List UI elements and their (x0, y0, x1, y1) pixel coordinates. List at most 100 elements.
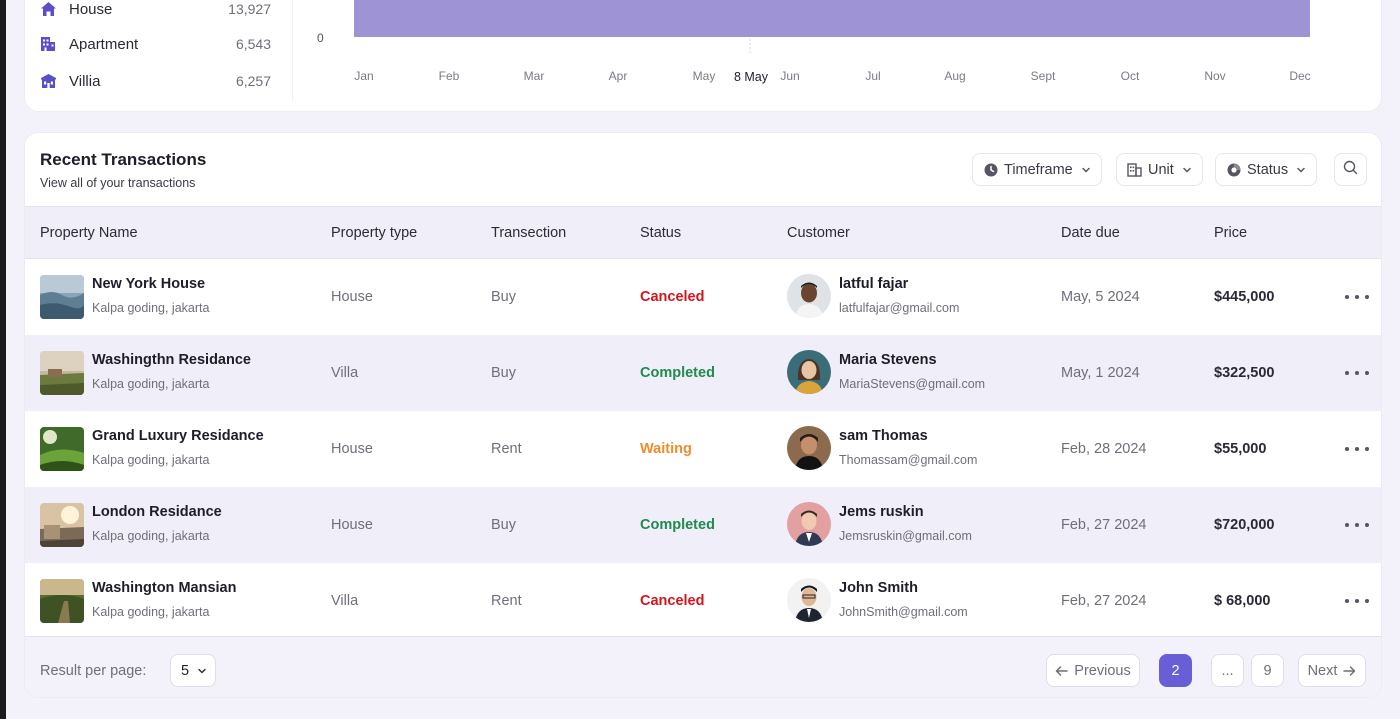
legend-item-villa[interactable]: Villia 6,257 (39, 69, 271, 93)
avatar (787, 426, 831, 470)
customer-name: sam Thomas (839, 428, 928, 444)
chart-bar (354, 0, 1310, 37)
arrow-right-icon (1343, 665, 1356, 677)
legend-value: 6,543 (235, 36, 271, 52)
property-location: Kalpa goding, jakarta (92, 453, 210, 467)
customer-name: Jems ruskin (839, 504, 924, 520)
section-subtitle: View all of your transactions (40, 176, 196, 190)
avatar (787, 350, 831, 394)
more-options-icon[interactable] (1345, 289, 1369, 305)
chevron-down-icon (1296, 165, 1306, 175)
building-icon (1127, 162, 1142, 177)
property-type: House (331, 441, 373, 457)
property-type: Villa (331, 365, 359, 381)
legend-label: Apartment (69, 35, 139, 53)
status-badge: Canceled (640, 289, 705, 305)
x-tick-label: Sept (1031, 69, 1056, 83)
page-ellipsis[interactable]: ... (1211, 654, 1244, 687)
clock-icon (983, 162, 998, 177)
table-row[interactable]: Washingthn Residance Kalpa goding, jakar… (25, 335, 1381, 411)
chart-marker-label: 8 May (734, 70, 769, 84)
legend-label: Villia (69, 72, 101, 90)
property-location: Kalpa goding, jakarta (92, 301, 210, 315)
price: $322,500 (1214, 365, 1275, 381)
property-name: Grand Luxury Residance (92, 428, 264, 444)
column-header-transaction[interactable]: Transection (491, 225, 567, 241)
x-tick-label: Jun (780, 69, 799, 83)
column-header-status[interactable]: Status (640, 225, 682, 241)
property-name: London Residance (92, 504, 222, 520)
status-badge: Completed (640, 517, 715, 533)
table-row[interactable]: Grand Luxury Residance Kalpa goding, jak… (25, 411, 1381, 487)
property-name: New York House (92, 276, 206, 292)
search-icon (1343, 160, 1358, 180)
more-options-icon[interactable] (1345, 517, 1369, 533)
avatar (787, 578, 831, 622)
table-row[interactable]: Washington Mansian Kalpa goding, jakarta… (25, 563, 1381, 639)
legend-value: 6,257 (235, 73, 271, 89)
table-header: Property Name Property type Transection … (25, 206, 1381, 259)
x-tick-label: Nov (1204, 69, 1225, 83)
house-icon (39, 0, 57, 18)
page-button-current[interactable]: 2 (1159, 654, 1192, 687)
customer-email: MariaStevens@gmail.com (839, 377, 986, 391)
page-button-last[interactable]: 9 (1251, 654, 1284, 687)
property-location: Kalpa goding, jakarta (92, 529, 210, 543)
transaction-type: Rent (491, 593, 522, 609)
date-due: Feb, 28 2024 (1061, 441, 1147, 457)
customer-email: latfulfajar@gmail.com (839, 301, 960, 315)
table-row[interactable]: London Residance Kalpa goding, jakarta H… (25, 487, 1381, 563)
arrow-left-icon (1055, 665, 1069, 677)
property-type: House (331, 517, 373, 533)
table-row[interactable]: New York House Kalpa goding, jakarta Hou… (25, 259, 1381, 335)
transaction-type: Buy (491, 365, 516, 381)
more-options-icon[interactable] (1345, 365, 1369, 381)
more-options-icon[interactable] (1345, 441, 1369, 457)
avatar (787, 502, 831, 546)
property-thumbnail (40, 427, 84, 471)
date-due: Feb, 27 2024 (1061, 593, 1147, 609)
price: $445,000 (1214, 289, 1275, 305)
unit-filter[interactable]: Unit (1116, 153, 1203, 186)
date-due: Feb, 27 2024 (1061, 517, 1147, 533)
price: $55,000 (1214, 441, 1267, 457)
legend-item-house[interactable]: House 13,927 (39, 0, 271, 21)
x-tick-label: Apr (609, 69, 628, 83)
results-per-page-value: 5 (181, 662, 190, 679)
column-header-property-name[interactable]: Property Name (40, 225, 138, 241)
property-thumbnail (40, 275, 84, 319)
legend-value: 13,927 (228, 1, 271, 17)
x-tick-label: Aug (944, 69, 965, 83)
timeframe-filter[interactable]: Timeframe (972, 153, 1102, 186)
x-tick-label: May (693, 69, 716, 83)
results-per-page-label: Result per page: (40, 663, 147, 679)
column-header-date-due[interactable]: Date due (1061, 225, 1120, 241)
previous-page-button[interactable]: Previous (1046, 654, 1140, 687)
legend-label: House (69, 0, 113, 18)
status-label: Status (1247, 161, 1289, 178)
property-thumbnail (40, 351, 84, 395)
legend-item-apartment[interactable]: Apartment 6,543 (39, 32, 271, 56)
property-location: Kalpa goding, jakarta (92, 377, 210, 391)
timeframe-label: Timeframe (1004, 161, 1073, 178)
customer-email: Jemsruskin@gmail.com (839, 529, 972, 543)
column-header-property-type[interactable]: Property type (331, 225, 418, 241)
customer-email: JohnSmith@gmail.com (839, 605, 968, 619)
next-page-button[interactable]: Next (1298, 654, 1366, 687)
column-header-customer[interactable]: Customer (787, 225, 850, 241)
status-filter[interactable]: Status (1215, 153, 1318, 186)
avatar (787, 274, 831, 318)
property-location: Kalpa goding, jakarta (92, 605, 210, 619)
price: $ 68,000 (1214, 593, 1271, 609)
next-label: Next (1307, 662, 1338, 679)
column-header-price[interactable]: Price (1214, 225, 1248, 241)
chevron-down-icon (1081, 165, 1091, 175)
search-button[interactable] (1334, 153, 1367, 186)
status-ring-icon (1226, 162, 1241, 177)
date-due: May, 5 2024 (1061, 289, 1140, 305)
x-tick-label: Mar (524, 69, 545, 83)
y-tick-label: 0 (317, 31, 324, 45)
chevron-down-icon (197, 666, 207, 676)
results-per-page-select[interactable]: 5 (170, 654, 216, 687)
more-options-icon[interactable] (1345, 593, 1369, 609)
